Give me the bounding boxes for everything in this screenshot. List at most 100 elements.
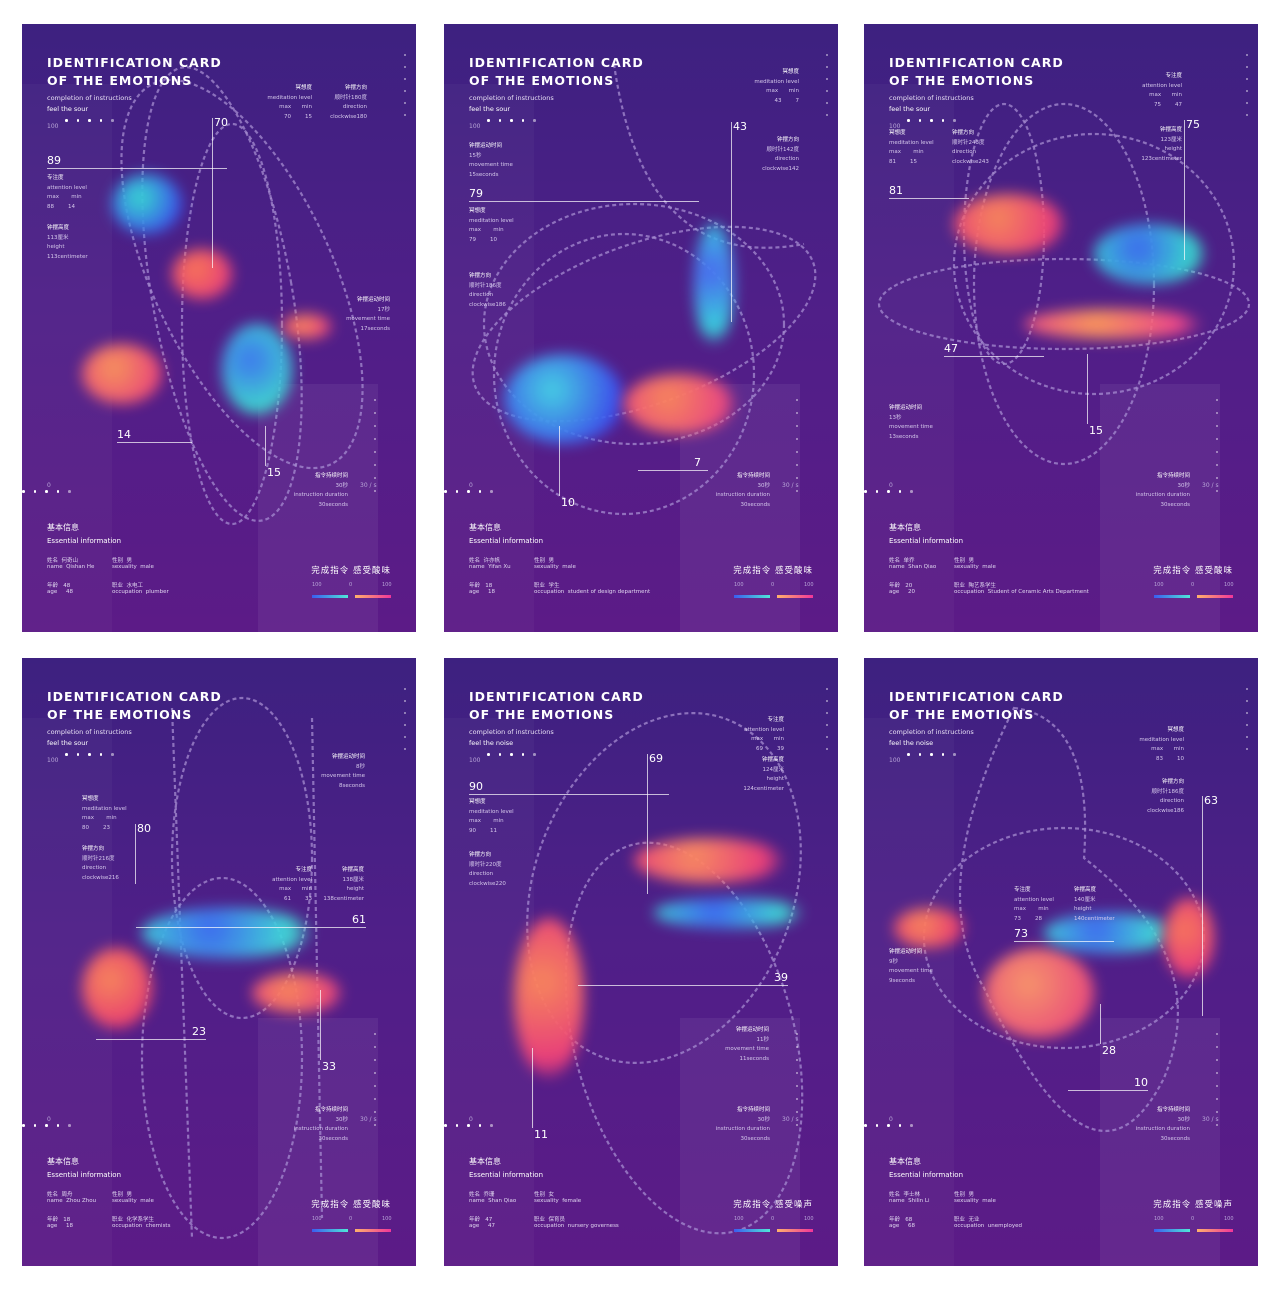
poster-subtitle: completion of instructions feel the noise [889, 728, 974, 747]
sexuality-field: 性别 男 sexuality male [112, 1192, 154, 1204]
warm-gradient-bar [355, 1229, 391, 1232]
metric-block: 钟摆运动时间 11秒 movement time 11seconds [725, 1027, 769, 1062]
emotion-poster: IDENTIFICATION CARD OF THE EMOTIONS compl… [22, 658, 416, 1266]
name-field: 姓名 周舟 name Zhou Zhou [47, 1192, 97, 1204]
vertical-dots [1216, 399, 1218, 492]
warm-gradient-bar [355, 595, 391, 598]
completion-footer: 完成指令 感受酸味 [311, 1200, 391, 1210]
fluid-shape [1044, 913, 1174, 953]
progress-dots [907, 119, 956, 122]
metric-block: 钟摆运动时间 17秒 movement time 17seconds [346, 297, 390, 332]
legend-right-label: 100 [382, 1216, 392, 1222]
value-callout: 43 [733, 120, 747, 133]
background-panel [680, 1018, 800, 1266]
value-callout: 89 [47, 154, 61, 167]
metric-block: 钟摆方向 顺时针216度 direction clockwise216 [82, 846, 119, 881]
vertical-dots [796, 1033, 798, 1126]
metric-block: 冥想度 meditation level max min 70 15 [267, 85, 312, 120]
vertical-dots [1246, 54, 1248, 116]
value-callout: 14 [117, 428, 131, 441]
callout-line [1014, 941, 1114, 942]
vertical-dots [374, 399, 376, 492]
rate-label: 30 / s [1202, 1116, 1219, 1123]
poster-title: IDENTIFICATION CARD OF THE EMOTIONS [889, 689, 1064, 722]
poster-subtitle: completion of instructions feel the sour [889, 94, 974, 113]
legend-right-label: 100 [804, 582, 814, 588]
fluid-shape [634, 838, 784, 883]
background-panel [258, 1018, 378, 1266]
essential-info-heading-en: Essential information [469, 1171, 544, 1179]
cool-gradient-bar [1154, 595, 1190, 598]
fluid-shape [142, 908, 312, 958]
instruction-duration-block: 指令持续时间 30秒 instruction duration 30seconds [293, 1107, 348, 1142]
scale-top-label: 100 [469, 123, 481, 130]
callout-line [117, 442, 192, 443]
progress-dots [22, 490, 71, 493]
progress-dots [487, 119, 536, 122]
background-panel [258, 384, 378, 632]
callout-line [212, 118, 213, 268]
essential-info-heading-en: Essential information [47, 537, 122, 545]
value-callout: 33 [322, 1060, 336, 1073]
background-panel [1100, 1018, 1220, 1266]
metric-block: 钟摆运动时间 9秒 movement time 9seconds [889, 949, 933, 984]
metric-block: 钟摆运动时间 13秒 movement time 13seconds [889, 405, 933, 440]
sexuality-field: 性别 女 sexuality female [534, 1192, 582, 1204]
legend-mid-label: 0 [771, 582, 775, 588]
poster-title: IDENTIFICATION CARD OF THE EMOTIONS [889, 55, 1064, 88]
poster-title: IDENTIFICATION CARD OF THE EMOTIONS [47, 55, 222, 88]
cool-gradient-bar [734, 595, 770, 598]
callout-line [647, 754, 648, 894]
occupation-field: 职业 学生 occupation student of design depart… [534, 583, 651, 595]
emotion-poster: IDENTIFICATION CARD OF THE EMOTIONS compl… [864, 658, 1258, 1266]
metric-block: 专注度 attention level max min 73 28 [1014, 887, 1054, 922]
metric-block: 冥想度 meditation level max min 80 23 [82, 796, 127, 831]
essential-info-heading-en: Essential information [469, 537, 544, 545]
metric-block: 钟摆方向 顺时针186度 direction clockwise186 [469, 273, 506, 308]
metric-block: 钟摆运动时间 8秒 movement time 8seconds [321, 754, 365, 789]
callout-line [559, 426, 560, 496]
metric-block: 钟摆高度 113厘米 height 113centimeter [47, 225, 88, 260]
metric-block: 专注度 attention level max min 69 39 [744, 717, 784, 752]
fluid-shape [172, 249, 232, 299]
scale-bottom-label: 0 [889, 482, 893, 489]
essential-info-heading-cn: 基本信息 [889, 1157, 921, 1166]
progress-dots [864, 490, 913, 493]
fluid-shape [112, 174, 182, 234]
metric-block: 专注度 attention level max min 75 47 [1142, 73, 1182, 108]
instruction-duration-block: 指令持续时间 30秒 instruction duration 30seconds [1135, 473, 1190, 508]
fluid-shape [654, 898, 804, 928]
sexuality-field: 性别 男 sexuality male [954, 1192, 996, 1204]
callout-line [944, 356, 1044, 357]
legend-mid-label: 0 [771, 1216, 775, 1222]
value-callout: 63 [1204, 794, 1218, 807]
vertical-dots [374, 1033, 376, 1126]
fluid-shape [624, 374, 734, 434]
rate-label: 30 / s [1202, 482, 1219, 489]
fluid-shape [1024, 309, 1204, 339]
instruction-duration-block: 指令持续时间 30秒 instruction duration 30seconds [715, 1107, 770, 1142]
poster-subtitle: completion of instructions feel the sour [47, 94, 132, 113]
value-callout: 70 [214, 116, 228, 129]
callout-line [638, 470, 708, 471]
essential-info-heading-en: Essential information [889, 1171, 964, 1179]
metric-block: 冥想度 meditation level max min 90 11 [469, 799, 514, 834]
callout-line [96, 1039, 206, 1040]
age-field: 年龄 20 age 20 [889, 583, 915, 595]
age-field: 年龄 18 age 18 [47, 1217, 73, 1229]
legend-left-label: 100 [734, 1216, 744, 1222]
occupation-field: 职业 化学系学生 occupation chemists [112, 1217, 171, 1229]
fluid-shape [514, 918, 584, 1078]
poster-subtitle: completion of instructions feel the sour [469, 94, 554, 113]
legend-right-label: 100 [804, 1216, 814, 1222]
legend-mid-label: 0 [1191, 582, 1195, 588]
legend-left-label: 100 [1154, 1216, 1164, 1222]
metric-block: 钟摆方向 顺时针186度 direction clockwise186 [1147, 779, 1184, 814]
fluid-shape [222, 324, 292, 414]
value-callout: 73 [1014, 927, 1028, 940]
callout-line [1184, 120, 1185, 260]
metric-block: 钟摆高度 140厘米 height 140centimeter [1074, 887, 1115, 922]
metric-block: 钟摆运动时间 15秒 movement time 15seconds [469, 143, 513, 178]
value-callout: 69 [649, 752, 663, 765]
fluid-shape [504, 354, 624, 444]
